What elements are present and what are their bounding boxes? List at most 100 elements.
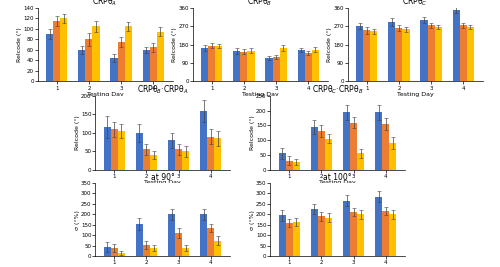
Bar (60, 18, 68, 81)
Bar (118, 253, 125, 256)
Bar (278, 153, 286, 170)
Bar (350, 212, 357, 256)
Bar (402, 29, 409, 81)
Bar (286, 223, 293, 256)
X-axis label: Testing Day: Testing Day (396, 92, 434, 97)
Y-axis label: Relcode (°): Relcode (°) (327, 27, 332, 62)
Bar (182, 151, 189, 170)
Bar (350, 123, 357, 170)
X-axis label: Testing Day: Testing Day (144, 180, 181, 185)
X-axis label: Testing Day: Testing Day (86, 92, 124, 97)
Bar (136, 224, 143, 256)
Bar (175, 149, 182, 170)
X-axis label: Testing Day: Testing Day (242, 92, 279, 97)
Title: CRPθ$_B$·CRPθ$_A$: CRPθ$_B$·CRPθ$_A$ (136, 84, 188, 96)
Bar (248, 51, 254, 81)
Bar (304, 53, 312, 81)
Bar (370, 32, 378, 81)
Bar (150, 47, 157, 81)
Bar (318, 217, 325, 256)
Bar (272, 57, 280, 81)
Bar (356, 26, 363, 81)
Bar (325, 218, 332, 256)
Bar (168, 214, 175, 256)
Title: CRPθ$_B$: CRPθ$_B$ (248, 0, 272, 8)
Bar (382, 124, 389, 170)
Bar (150, 248, 157, 256)
Bar (382, 211, 389, 256)
Bar (396, 28, 402, 81)
Y-axis label: Relcode (°): Relcode (°) (17, 27, 22, 62)
Bar (110, 129, 118, 170)
Bar (389, 214, 396, 256)
Bar (78, 50, 86, 81)
Bar (104, 127, 110, 170)
Bar (46, 34, 53, 81)
Bar (343, 201, 350, 256)
Bar (216, 46, 222, 81)
Bar (298, 50, 304, 81)
Bar (375, 197, 382, 256)
Bar (278, 215, 286, 256)
Title: at 100°: at 100° (323, 173, 352, 182)
Bar (388, 22, 396, 81)
Bar (389, 143, 396, 170)
Bar (201, 48, 208, 81)
Bar (175, 233, 182, 256)
Bar (200, 214, 207, 256)
Title: CRPθ$_C$: CRPθ$_C$ (402, 0, 428, 8)
Y-axis label: Relcode (°): Relcode (°) (172, 27, 177, 62)
Bar (214, 138, 222, 170)
Bar (207, 228, 214, 256)
Bar (266, 58, 272, 81)
Bar (467, 28, 474, 81)
Bar (142, 50, 150, 81)
Bar (200, 111, 207, 170)
Bar (357, 153, 364, 170)
Bar (92, 26, 100, 81)
Y-axis label: σ (°%): σ (°%) (250, 210, 254, 230)
Bar (124, 26, 132, 81)
Bar (280, 48, 286, 81)
Bar (343, 112, 350, 170)
Bar (460, 25, 467, 81)
Bar (110, 248, 118, 256)
Bar (318, 131, 325, 170)
Bar (118, 42, 124, 81)
Bar (240, 52, 248, 81)
Bar (452, 10, 460, 81)
Bar (311, 127, 318, 170)
Bar (357, 214, 364, 256)
Bar (208, 46, 216, 81)
Title: CRPθ$_C$·CRPθ$_B$: CRPθ$_C$·CRPθ$_B$ (312, 84, 364, 96)
Title: at 90°: at 90° (150, 173, 174, 182)
Bar (54, 21, 60, 81)
Bar (207, 136, 214, 170)
X-axis label: Testing Day: Testing Day (319, 180, 356, 185)
Bar (104, 247, 110, 256)
Y-axis label: σ (°%): σ (°%) (74, 210, 80, 230)
Bar (143, 149, 150, 170)
Bar (86, 40, 92, 81)
Bar (293, 162, 300, 170)
Bar (118, 131, 125, 170)
Bar (428, 25, 434, 81)
Title: CRPθ$_A$: CRPθ$_A$ (92, 0, 118, 8)
Bar (214, 241, 222, 256)
Bar (312, 50, 319, 81)
Bar (143, 245, 150, 256)
Bar (434, 28, 442, 81)
Bar (182, 248, 189, 256)
Bar (293, 222, 300, 256)
Bar (136, 133, 143, 170)
Bar (286, 161, 293, 170)
Bar (110, 58, 117, 81)
Bar (150, 155, 157, 170)
Bar (234, 51, 240, 81)
Bar (168, 140, 175, 170)
Bar (420, 20, 428, 81)
Y-axis label: Relcode (°): Relcode (°) (250, 115, 254, 150)
Bar (311, 209, 318, 256)
Bar (375, 112, 382, 170)
Bar (363, 30, 370, 81)
